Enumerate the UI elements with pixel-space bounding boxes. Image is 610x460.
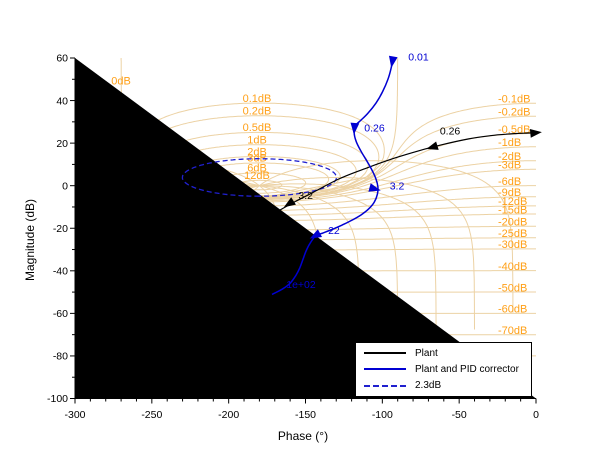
freq-label: 0.01 bbox=[408, 52, 429, 64]
grid-label-zero: 0dB bbox=[111, 76, 131, 88]
grid-label-pos: 1dB bbox=[247, 134, 267, 146]
grid-label-pos: 0.1dB bbox=[243, 93, 272, 105]
pid-line-sample bbox=[364, 368, 406, 371]
grid-label-neg: -9dB bbox=[498, 187, 521, 199]
legend-label: Plant bbox=[415, 347, 438, 359]
x-tick-label: -200 bbox=[218, 409, 239, 421]
y-tick-label: -40 bbox=[53, 266, 68, 278]
freq-arrow-marker bbox=[388, 55, 398, 68]
freq-label: 0.26 bbox=[440, 126, 461, 138]
grid-label-pos: 0.5dB bbox=[243, 122, 272, 134]
x-tick-label: -50 bbox=[452, 409, 467, 421]
grid-label-neg: -20dB bbox=[498, 217, 527, 229]
freq-label: 22 bbox=[200, 268, 212, 280]
freq-label: 1e+02 bbox=[150, 353, 180, 365]
grid-label-neg: -50dB bbox=[498, 282, 527, 294]
freq-arrow-marker bbox=[529, 129, 542, 138]
grid-label-neg: -12dB bbox=[498, 196, 527, 208]
freq-arrow-marker bbox=[368, 183, 381, 192]
grid-label-neg: -40dB bbox=[498, 261, 527, 273]
grid-label-pos: 6dB bbox=[247, 163, 267, 175]
dashed-line-sample bbox=[364, 384, 406, 387]
y-tick-label: 20 bbox=[56, 138, 68, 150]
y-tick-label: -20 bbox=[53, 223, 68, 235]
freq-label: 0.26 bbox=[364, 122, 385, 134]
x-tick-label: 0 bbox=[533, 409, 539, 421]
x-axis-title: Phase (°) bbox=[277, 429, 329, 443]
plant-line-sample bbox=[364, 352, 406, 355]
plant-freq-markers: 0.26 3.2 22 1e+02 bbox=[150, 126, 542, 365]
nichols-grid-labels: 0.1dB0.2dB0.5dB1dB2dB3dB6dB12dB0dB-0.1dB… bbox=[111, 76, 530, 337]
plant-curve bbox=[135, 132, 535, 366]
freq-arrow-marker bbox=[181, 273, 193, 286]
grid-label-neg: -0.1dB bbox=[498, 94, 530, 106]
y-tick-label: -60 bbox=[53, 308, 68, 320]
grid-label-pos: 12dB bbox=[244, 170, 270, 182]
grid-label-neg: -15dB bbox=[498, 204, 527, 216]
freq-label: 1e+02 bbox=[286, 279, 316, 291]
phase-contour bbox=[235, 160, 514, 313]
grid-label-neg: -2dB bbox=[498, 151, 521, 163]
freq-label: 3.2 bbox=[390, 180, 405, 192]
grid-label-neg: -60dB bbox=[498, 304, 527, 316]
x-tick-label: -100 bbox=[372, 409, 393, 421]
grid-label-neg: -0.2dB bbox=[498, 106, 530, 118]
contour-2-3db bbox=[181, 158, 338, 197]
grid-label-neg: -6dB bbox=[498, 176, 521, 188]
x-tick-label: -250 bbox=[141, 409, 162, 421]
legend: Plant Plant and PID corrector 2.3dB bbox=[355, 342, 532, 397]
pid-curve bbox=[271, 58, 394, 296]
grid-label-pos: 2dB bbox=[247, 146, 267, 158]
pid-freq-markers: 0.01 0.26 3.2 22 1e+02 bbox=[286, 52, 429, 291]
freq-arrow-marker bbox=[426, 141, 439, 150]
y-tick-label: -80 bbox=[53, 351, 68, 363]
grid-label-neg: -3dB bbox=[498, 160, 521, 172]
y-tick-label: 40 bbox=[56, 95, 68, 107]
legend-entry-2-3db: 2.3dB bbox=[356, 378, 531, 394]
curves bbox=[135, 58, 535, 366]
legend-label: 2.3dB bbox=[415, 380, 442, 392]
legend-label: Plant and PID corrector bbox=[415, 363, 519, 375]
freq-arrow-marker bbox=[283, 197, 296, 208]
freq-arrow-marker bbox=[309, 229, 323, 239]
y-tick-label: 0 bbox=[62, 180, 68, 192]
y-tick-label: -100 bbox=[47, 393, 68, 405]
y-axis-title: Magnitude (dB) bbox=[23, 198, 37, 282]
axes: -300 -250 -200 -150 -100 -50 0 60 40 20 0 -20 -40 -60… bbox=[47, 53, 539, 421]
legend-entry-plant: Plant bbox=[356, 345, 531, 361]
y-tick-label: 60 bbox=[56, 53, 68, 65]
x-tick-label: -150 bbox=[295, 409, 316, 421]
grid-label-neg: -30dB bbox=[498, 239, 527, 251]
legend-entry-pid: Plant and PID corrector bbox=[356, 361, 531, 377]
grid-label-neg: -25dB bbox=[498, 228, 527, 240]
freq-label: 22 bbox=[328, 225, 340, 237]
x-tick-label: -300 bbox=[64, 409, 85, 421]
mag-contour bbox=[133, 102, 385, 199]
freq-label: 3.2 bbox=[298, 190, 313, 202]
grid-label-pos: 0.2dB bbox=[243, 106, 272, 118]
grid-label-neg: -70dB bbox=[498, 325, 527, 337]
freq-arrow-marker bbox=[350, 122, 360, 135]
grid-label-neg: -1dB bbox=[498, 137, 521, 149]
